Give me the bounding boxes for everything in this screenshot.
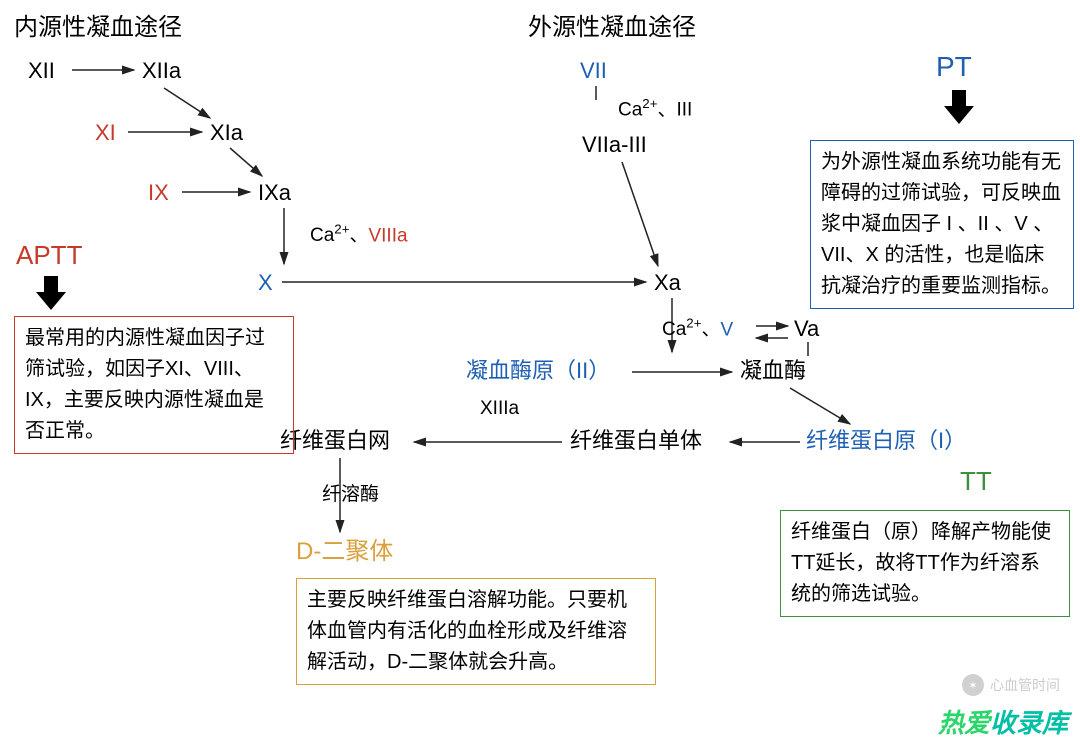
watermark-wechat: ✶ 心血管时间 — [962, 674, 1060, 696]
box-pt: 为外源性凝血系统功能有无障碍的过筛试验，可反映血浆中凝血因子 I 、II 、V … — [810, 140, 1074, 309]
label-aptt: APTT — [16, 240, 82, 271]
node-d-dimer: D-二聚体 — [296, 538, 393, 567]
node-xa: Xa — [654, 270, 681, 296]
node-fibrinogen: 纤维蛋白原（I） — [806, 428, 966, 454]
node-xia: XIa — [210, 120, 243, 146]
label-tt: TT — [960, 466, 992, 497]
node-xii: XII — [28, 58, 55, 84]
node-x: X — [258, 270, 273, 296]
label-pt: PT — [936, 50, 972, 84]
box-tt: 纤维蛋白（原）降解产物能使TT延长，故将TT作为纤溶系统的筛选试验。 — [780, 510, 1070, 617]
node-prothrombin: 凝血酶原（II） — [466, 358, 610, 384]
node-ixa: IXa — [258, 180, 291, 206]
node-xi: XI — [95, 120, 116, 146]
node-va: Va — [794, 316, 819, 342]
node-fibrin-net: 纤维蛋白网 — [280, 428, 390, 454]
annot-xiiia: XIIIa — [480, 398, 519, 421]
watermark-brand: 热爱收录库 — [938, 710, 1068, 736]
box-aptt: 最常用的内源性凝血因子过筛试验，如因子XI、VIII、IX，主要反映内源性凝血是… — [14, 316, 294, 454]
node-ix: IX — [148, 180, 169, 206]
node-xiia: XIIa — [142, 58, 181, 84]
title-intrinsic: 内源性凝血途径 — [14, 14, 182, 43]
arrow-pt-icon — [944, 90, 974, 129]
annot-ca-iii: Ca2+、III — [618, 96, 692, 122]
wechat-icon: ✶ — [962, 674, 984, 696]
node-thrombin: 凝血酶 — [740, 358, 806, 384]
node-fibrin-monomer: 纤维蛋白单体 — [570, 428, 702, 454]
annot-plasmin: 纤溶酶 — [322, 484, 379, 507]
node-viia-iii: VIIa-III — [582, 132, 647, 158]
box-ddimer: 主要反映纤维蛋白溶解功能。只要机体血管内有活化的血栓形成及纤维溶解活动，D-二聚… — [296, 578, 656, 685]
annot-ca-viiia: Ca2+、VIIIa — [310, 222, 408, 248]
annot-ca-v: Ca2+、V — [662, 316, 733, 342]
node-vii: VII — [580, 58, 607, 84]
title-extrinsic: 外源性凝血途径 — [528, 14, 696, 43]
arrow-aptt-icon — [36, 276, 66, 315]
